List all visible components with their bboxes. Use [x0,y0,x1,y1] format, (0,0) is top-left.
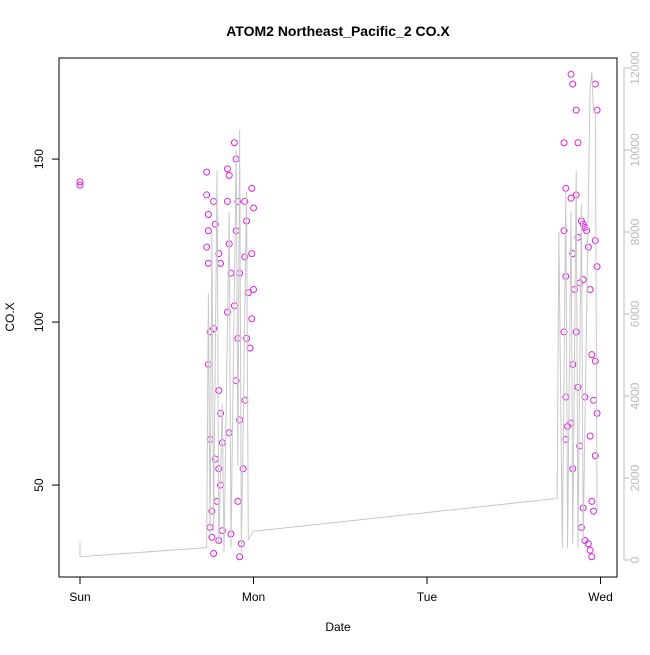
point [208,533,216,541]
point [584,243,592,251]
point [591,357,599,365]
point [593,263,601,271]
point [241,197,249,205]
y2-tick-label: 2000 [628,464,642,491]
point [560,139,568,147]
point [572,328,580,336]
point [225,171,233,179]
point [591,237,599,245]
point [584,540,592,548]
point [574,139,582,147]
point [572,106,580,114]
point [248,250,256,258]
point [223,165,231,173]
point [569,80,577,88]
point [243,334,251,342]
point [208,507,216,515]
point [211,220,219,228]
y-axis-label: CO.X [3,302,17,331]
point [204,227,212,235]
point [583,227,591,235]
chart-title: ATOM2 Northeast_Pacific_2 CO.X [226,23,450,39]
y-tick-label: 100 [32,312,46,332]
line [79,72,598,558]
point [203,243,211,251]
point [586,432,594,440]
y2-tick-label: 6000 [628,300,642,327]
y-tick-label: 50 [32,478,46,492]
point [223,197,231,205]
point [76,178,84,186]
y2-tick-label: 12000 [628,51,642,85]
point [230,139,238,147]
x-tick-label: Mon [242,590,265,604]
point [560,227,568,235]
x-tick-label: Tue [417,590,438,604]
point [590,507,598,515]
point [250,204,258,212]
point [236,416,244,424]
point [250,285,258,293]
point [586,546,594,554]
point [567,70,575,78]
point [203,191,211,199]
y2-tick-label: 10000 [628,133,642,167]
point [236,553,244,561]
point [248,315,256,323]
x-tick-label: Sun [69,590,90,604]
point [567,194,575,202]
plot-frame [58,57,618,578]
point [210,325,218,333]
point [203,168,211,176]
point [215,387,223,395]
y2-tick-label: 4000 [628,382,642,409]
y-tick-label: 150 [32,149,46,169]
point [241,253,249,261]
point [210,550,218,558]
point [76,181,84,189]
point [588,351,596,359]
point [588,553,596,561]
x-axis-label: Date [325,620,351,634]
y2-tick-label: 8000 [628,218,642,245]
point [591,452,599,460]
x-tick-label: Wed [588,590,612,604]
point [593,106,601,114]
point [574,383,582,391]
point [248,184,256,192]
point [217,409,225,417]
point [204,210,212,218]
point [588,497,596,505]
y2-tick-label: 0 [628,556,642,563]
point [234,197,242,205]
